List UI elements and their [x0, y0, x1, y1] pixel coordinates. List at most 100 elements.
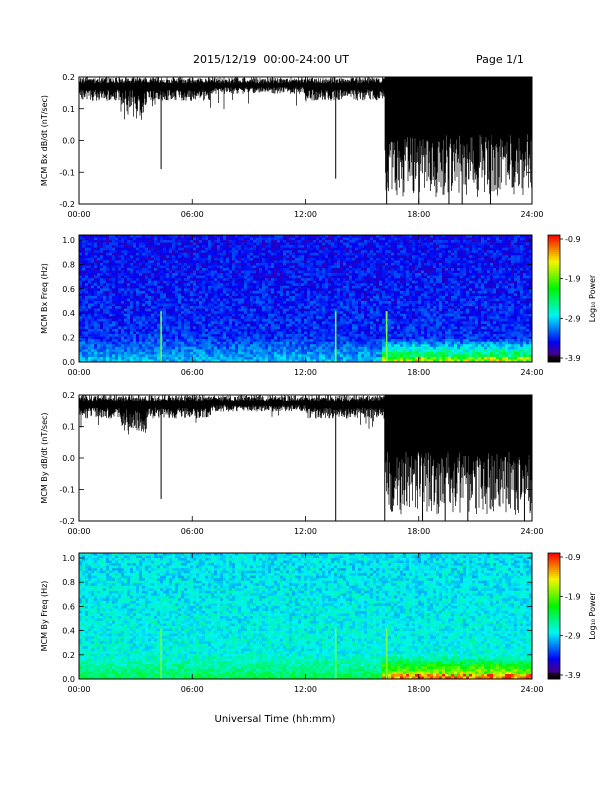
spectrogram-cell: [340, 260, 344, 264]
spectrogram-cell: [226, 237, 230, 241]
spectrogram-cell: [160, 252, 164, 256]
spectrogram-cell: [343, 328, 347, 332]
spectrogram-cell: [145, 245, 149, 248]
spectrogram-cell: [355, 308, 359, 312]
spectrogram-cell: [151, 242, 155, 246]
spectrogram-cell: [295, 311, 299, 315]
spectrogram-cell: [220, 257, 224, 261]
spectrogram-cell: [313, 250, 317, 254]
spectrogram-cell: [295, 235, 299, 238]
spectrogram-cell: [259, 265, 263, 269]
spectrogram-cell: [265, 290, 269, 294]
spectrogram-cell: [211, 308, 215, 312]
spectrogram-cell: [196, 316, 200, 320]
spectrogram-cell: [256, 356, 260, 360]
spectrogram-cell: [190, 323, 194, 327]
spectrogram-cell: [250, 334, 254, 337]
spectrogram-cell: [373, 270, 377, 274]
spectrogram-cell: [118, 270, 122, 274]
spectrogram-cell: [331, 326, 335, 330]
spectrogram-cell: [160, 265, 164, 269]
spectrogram-cell: [235, 341, 239, 345]
spectrogram-cell: [361, 247, 365, 251]
spectrogram-cell: [277, 341, 281, 345]
spectrogram-cell: [295, 240, 299, 243]
spectrogram-cell: [220, 240, 224, 243]
spectrogram-cell: [211, 293, 215, 297]
spectrogram-cell: [226, 351, 230, 355]
spectrogram-cell: [217, 273, 221, 276]
spectrogram-cell: [241, 273, 245, 276]
spectrogram-cell: [343, 339, 347, 342]
spectrogram-cell: [313, 323, 317, 327]
spectrogram-cell: [355, 298, 359, 302]
spectrogram-cell: [169, 247, 173, 251]
spectrogram-cell: [304, 250, 308, 254]
spectrogram-cell: [268, 346, 272, 350]
spectrogram-cell: [181, 334, 185, 337]
spectrogram-cell: [223, 278, 227, 282]
spectrogram-cell: [106, 341, 110, 345]
spectrogram-cell: [322, 262, 326, 266]
spectrogram-cell: [235, 313, 239, 317]
spectrogram-cell: [298, 280, 302, 284]
spectrogram-cell: [157, 331, 161, 335]
spectrogram-cell: [196, 240, 200, 243]
spectrogram-cell: [268, 270, 272, 274]
spectrogram-cell: [253, 237, 257, 241]
spectrogram-cell: [205, 336, 209, 340]
spectrogram-cell: [268, 293, 272, 297]
spectrogram-cell: [157, 255, 161, 259]
spectrogram-cell: [286, 349, 290, 353]
spectrogram-cell: [262, 306, 266, 309]
spectrogram-cell: [88, 311, 92, 315]
spectrogram-cell: [337, 349, 341, 353]
spectrogram-cell: [169, 298, 173, 302]
spectrogram-cell: [247, 268, 251, 271]
spectrogram-cell: [214, 290, 218, 294]
spectrogram-cell: [166, 351, 170, 355]
spectrogram-cell: [181, 280, 185, 284]
spectrogram-cell: [94, 334, 98, 337]
spectrogram-cell: [319, 290, 323, 294]
spectrogram-cell: [199, 273, 203, 276]
spectrogram-cell: [229, 262, 233, 266]
spectrogram-cell: [154, 245, 158, 248]
spectrogram-cell: [211, 273, 215, 276]
spectrogram-cell: [244, 323, 248, 327]
spectrogram-cell: [211, 283, 215, 287]
spectrogram-cell: [136, 341, 140, 345]
spectrogram-cell: [142, 349, 146, 353]
spectrogram-cell: [355, 336, 359, 340]
spectrogram-cell: [244, 265, 248, 269]
spectrogram-cell: [106, 351, 110, 355]
spectrogram-cell: [115, 306, 119, 309]
spectrogram-cell: [322, 240, 326, 243]
spectrogram-cell: [259, 321, 263, 325]
spectrogram-cell: [367, 268, 371, 271]
spectrogram-cell: [322, 247, 326, 251]
spectrogram-cell: [154, 344, 158, 348]
spectrogram-cell: [343, 308, 347, 312]
spectrogram-cell: [172, 250, 176, 254]
spectrogram-cell: [319, 293, 323, 297]
spectrogram-cell: [202, 275, 206, 279]
spectrogram-cell: [226, 262, 230, 266]
spectrogram-cell: [358, 260, 362, 264]
spectrogram-cell: [112, 262, 116, 266]
spectrogram-cell: [205, 341, 209, 345]
spectrogram-cell: [130, 339, 134, 342]
spectrogram-cell: [232, 245, 236, 248]
spectrogram-cell: [337, 344, 341, 348]
spectrogram-cell: [226, 321, 230, 325]
spectrogram-cell: [211, 262, 215, 266]
spectrogram-cell: [349, 260, 353, 264]
spectrogram-cell: [232, 293, 236, 297]
spectrogram-cell: [349, 295, 353, 299]
spectrogram-cell: [106, 311, 110, 315]
spectrogram-cell: [205, 351, 209, 355]
spectrogram-cell: [352, 247, 356, 251]
spectrogram-cell: [196, 288, 200, 292]
spectrogram-cell: [175, 242, 179, 246]
spectrogram-cell: [358, 339, 362, 342]
